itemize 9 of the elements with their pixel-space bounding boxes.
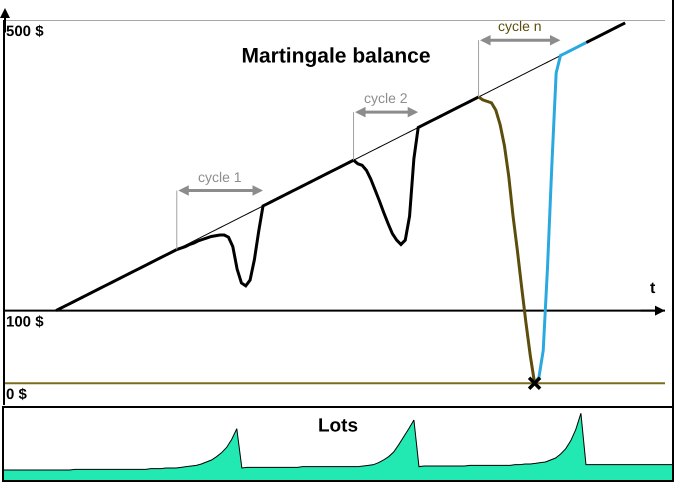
y-tick-label: 500 $ — [6, 22, 44, 40]
chart-title: Lots — [318, 416, 358, 437]
y-tick-label: 0 $ — [6, 386, 28, 403]
annotation: cycle 1 — [198, 169, 242, 185]
y-tick-label: 100 $ — [6, 313, 44, 330]
annotation: cycle n — [498, 18, 542, 34]
text: Martingale balance — [241, 44, 431, 68]
annotation: cycle 2 — [364, 90, 408, 106]
x-axis-title: t — [650, 280, 656, 297]
